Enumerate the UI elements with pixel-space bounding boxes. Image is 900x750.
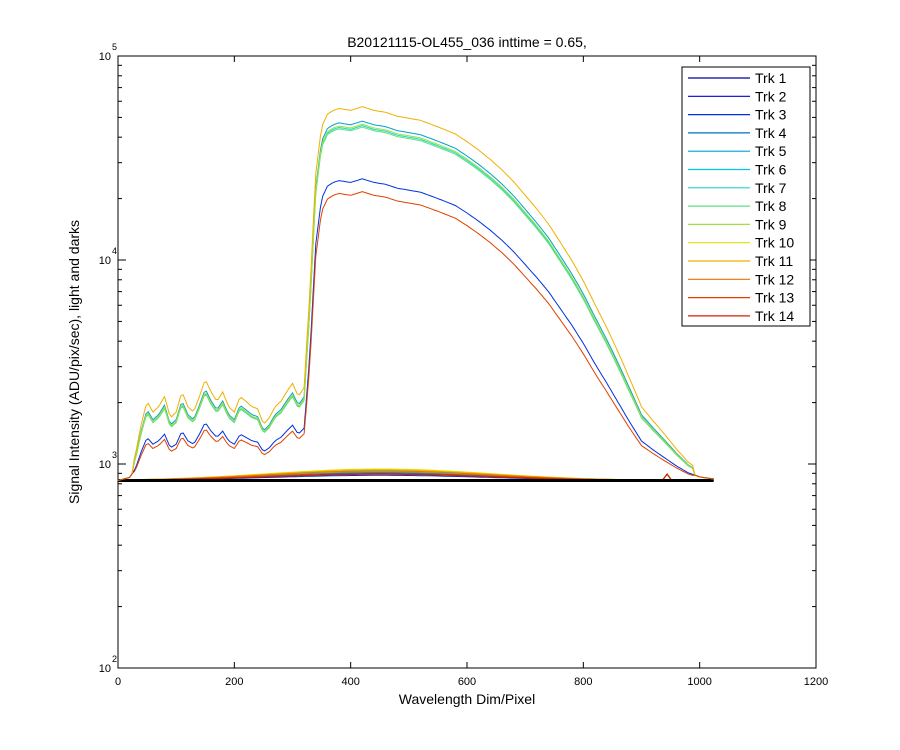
- chart-title: B20121115-OL455_036 inttime = 0.65,: [347, 34, 587, 50]
- legend-entry-label: Trk 10: [755, 235, 794, 251]
- y-tick-label-exponent: 3: [112, 450, 117, 460]
- legend-entry-label: Trk 12: [755, 271, 794, 287]
- legend-entry-label: Trk 7: [755, 180, 787, 196]
- y-tick-label-base: 10: [99, 459, 111, 471]
- x-tick-label: 0: [115, 676, 121, 688]
- legend-box: [681, 66, 811, 327]
- legend-entry-label: Trk 2: [755, 88, 787, 104]
- x-tick-label: 400: [341, 676, 359, 688]
- x-tick-label: 1200: [804, 676, 828, 688]
- y-tick-label-exponent: 4: [112, 246, 117, 256]
- legend: Trk 1 Trk 2 Trk 3 Trk 4 Trk 5 Trk 6 Trk 7 Trk 8…: [681, 66, 811, 327]
- legend-entry-label: Trk 6: [755, 162, 787, 178]
- y-axis-label: Signal Intensity (ADU/pix/sec), light an…: [66, 220, 82, 504]
- legend-entry-label: Trk 3: [755, 107, 787, 123]
- x-tick-label: 1000: [687, 676, 711, 688]
- y-tick-label-base: 10: [99, 663, 111, 675]
- y-tick-label-exponent: 5: [112, 42, 117, 52]
- legend-entry-label: Trk 4: [755, 125, 787, 141]
- series-light-line: [117, 106, 714, 481]
- legend-entry-label: Trk 11: [755, 253, 793, 269]
- series-light-line: [117, 126, 714, 481]
- series-layer: [117, 106, 714, 483]
- y-tick-label-base: 10: [99, 255, 111, 267]
- y-tick-label-exponent: 2: [112, 654, 117, 664]
- x-tick-label: 600: [458, 676, 476, 688]
- series-light-line: [117, 178, 714, 481]
- x-axis-label: Wavelength Dim/Pixel: [399, 691, 535, 707]
- legend-entry-label: Trk 5: [755, 143, 787, 159]
- x-tick-label: 200: [225, 676, 243, 688]
- series-light-line: [117, 120, 714, 481]
- legend-entry-label: Trk 1: [755, 70, 787, 86]
- legend-entry-label: Trk 9: [755, 216, 787, 232]
- series-light-line: [117, 191, 714, 481]
- legend-entry-label: Trk 14: [755, 308, 794, 324]
- series-light-line: [117, 123, 714, 481]
- y-tick-label-base: 10: [99, 51, 111, 63]
- x-tick-label: 800: [574, 676, 592, 688]
- legend-entry-label: Trk 8: [755, 198, 787, 214]
- legend-entry-label: Trk 13: [755, 290, 794, 306]
